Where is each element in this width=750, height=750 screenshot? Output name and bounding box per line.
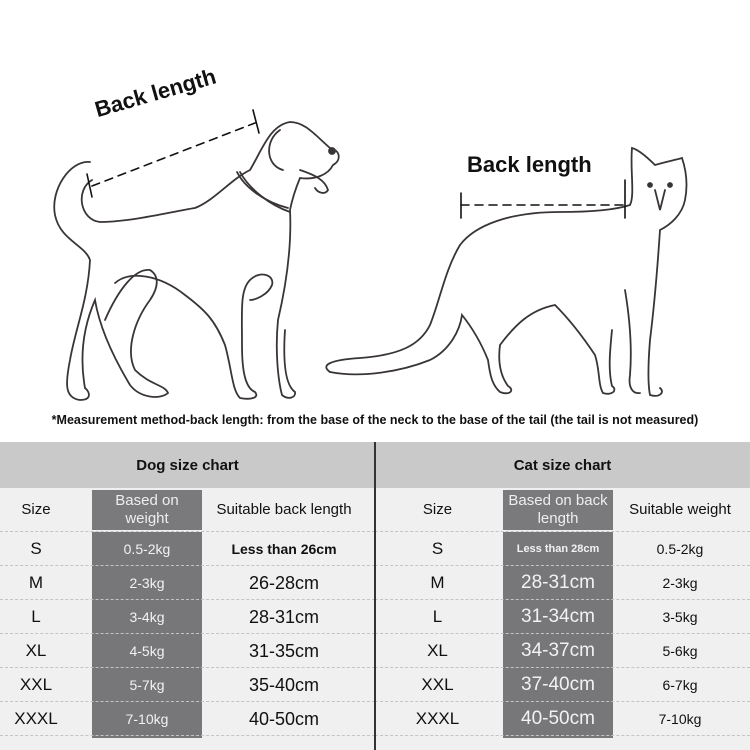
highlight-header-bg [503, 490, 613, 530]
row-separator [0, 565, 375, 566]
dog-chart-title: Dog size chart [0, 442, 375, 488]
value-cell: 31-35cm [248, 640, 320, 661]
column-header: Size [21, 501, 51, 518]
value-cell: 40-50cm [248, 708, 320, 729]
highlight-column-bg [503, 532, 613, 738]
size-cell: XL [25, 641, 47, 660]
value-cell: 26-28cm [248, 572, 320, 593]
size-cell: M [28, 573, 44, 592]
highlight-column-bg [92, 532, 202, 738]
value-cell: 6-7kg [662, 677, 698, 693]
chart-divider [374, 442, 376, 750]
highlight-cell: 0.5-2kg [123, 541, 171, 557]
row-separator [0, 599, 375, 600]
value-cell: 5-6kg [662, 643, 698, 659]
highlight-cell: 2-3kg [129, 575, 165, 591]
cat-size-chart: Cat size chart Size Based on back length S… [375, 442, 750, 750]
column-header: Based on weight [115, 492, 179, 527]
highlight-cell: 34-37cm [521, 640, 595, 661]
row-separator [375, 667, 750, 668]
row-separator [375, 599, 750, 600]
size-cell: M [430, 573, 445, 592]
column-header: Size [422, 501, 453, 518]
pet-illustration [53, 109, 688, 401]
highlight-cell: 7-10kg [125, 711, 169, 727]
highlight-cell: 5-7kg [129, 677, 165, 693]
cat-chart-title: Cat size chart [375, 442, 750, 488]
size-cell: XXL [421, 675, 454, 694]
cat-back-length-label: Back length [467, 152, 592, 177]
size-cell: L [432, 607, 443, 626]
column-header: Based on back length [508, 492, 608, 527]
highlight-cell: 31-34cm [521, 606, 595, 627]
dog-outline [53, 121, 340, 401]
size-cell: S [30, 539, 42, 558]
highlight-cell: Less than 28cm [516, 543, 600, 555]
column-header: Suitable weight [629, 501, 731, 518]
size-cell: L [31, 607, 41, 626]
row-separator [375, 633, 750, 634]
highlight-header-bg [92, 490, 202, 530]
size-cell: S [431, 539, 444, 558]
dog-back-length-measure [86, 109, 260, 198]
row-separator [375, 565, 750, 566]
column-header: Suitable back length [216, 501, 352, 518]
highlight-cell: 3-4kg [129, 609, 165, 625]
value-cell: 28-31cm [248, 606, 320, 627]
dog-size-chart: Dog size chart Size Based on weight Suitab… [0, 442, 375, 750]
value-cell: 2-3kg [662, 575, 698, 591]
cat-back-length-measure [460, 179, 626, 219]
highlight-cell: 40-50cm [521, 708, 595, 729]
value-cell: 35-40cm [248, 674, 320, 695]
size-cell: XXXL [415, 709, 460, 728]
row-separator [375, 701, 750, 702]
size-cell: XL [427, 641, 448, 660]
row-separator [0, 735, 375, 736]
row-separator [375, 735, 750, 736]
highlight-cell: 37-40cm [521, 674, 595, 695]
value-cell: 0.5-2kg [656, 541, 704, 557]
size-cell: XXXL [14, 709, 58, 728]
row-separator [375, 531, 750, 532]
measurement-note: *Measurement method-back length: from th… [51, 413, 699, 427]
size-cell: XXL [19, 675, 53, 694]
highlight-cell: 28-31cm [521, 572, 595, 593]
value-cell: Less than 26cm [231, 541, 337, 557]
highlight-cell: 4-5kg [129, 643, 165, 659]
row-separator [0, 667, 375, 668]
row-separator [0, 701, 375, 702]
value-cell: 7-10kg [658, 711, 702, 727]
row-separator [0, 531, 375, 532]
cat-outline [325, 146, 688, 397]
value-cell: 3-5kg [662, 609, 698, 625]
row-separator [0, 633, 375, 634]
